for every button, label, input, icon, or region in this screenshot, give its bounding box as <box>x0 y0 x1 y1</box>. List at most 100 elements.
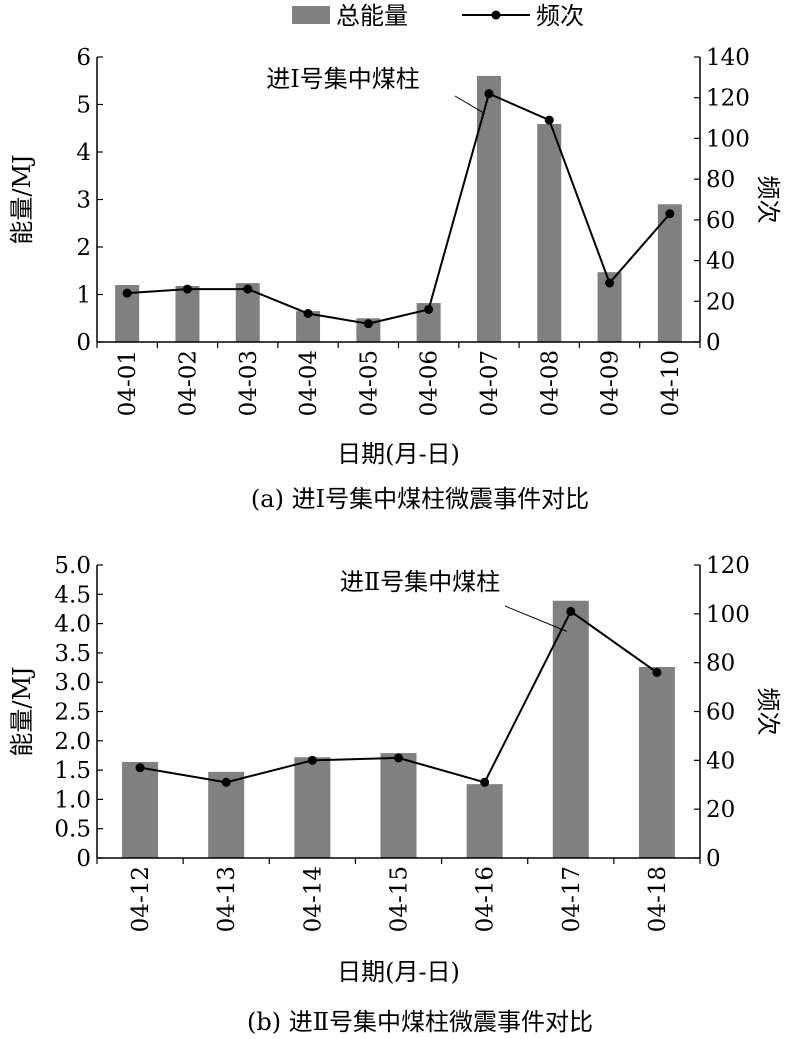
legend-line-marker <box>491 10 501 20</box>
annotation-leader <box>504 605 567 632</box>
bar-04-10 <box>657 204 682 342</box>
bar-04-15 <box>380 753 417 858</box>
x-tick-label: 04-15 <box>387 866 413 932</box>
x-tick-label: 04-01 <box>115 350 141 416</box>
y-tick-label-left: 0.5 <box>54 817 91 843</box>
y-tick-label-right: 140 <box>706 45 750 71</box>
y-tick-label-right: 0 <box>706 846 721 872</box>
y-tick-label-left: 6 <box>76 45 91 71</box>
y-tick-label-right: 40 <box>706 748 735 774</box>
y-tick-label-left: 4 <box>76 140 91 166</box>
y-tick-label-right: 100 <box>706 126 750 152</box>
y-tick-label-right: 20 <box>706 797 735 823</box>
legend-line-label: 频次 <box>536 2 584 30</box>
y-axis-title-right: 频次 <box>754 688 782 736</box>
bar-04-18 <box>638 666 675 858</box>
bar-04-14 <box>294 757 331 858</box>
chart-caption: (a) 进Ⅰ号集中煤柱微震事件对比 <box>251 485 589 513</box>
y-tick-label-right: 40 <box>706 249 735 275</box>
y-tick-label-right: 120 <box>706 553 750 579</box>
annotation-label: 进Ⅰ号集中煤柱 <box>266 65 419 93</box>
y-tick-label-right: 80 <box>706 651 735 677</box>
y-tick-label-left: 0 <box>76 330 91 356</box>
y-tick-label-left: 4.0 <box>54 612 91 638</box>
x-tick-label: 04-18 <box>645 866 671 932</box>
y-tick-label-left: 1 <box>76 283 91 309</box>
x-tick-label: 04-09 <box>598 350 624 416</box>
bar-04-16 <box>466 784 503 858</box>
frequency-line <box>127 92 671 325</box>
x-tick-label: 04-17 <box>559 866 585 932</box>
x-tick-label: 04-10 <box>658 350 684 416</box>
frequency-point-04-06 <box>424 304 434 314</box>
y-tick-label-left: 2.5 <box>54 700 91 726</box>
x-tick-label: 04-07 <box>477 350 503 416</box>
frequency-point-04-02 <box>182 284 192 294</box>
bar-04-01 <box>115 285 140 342</box>
frequency-point-04-05 <box>363 319 373 329</box>
annotation-leader <box>454 95 486 115</box>
x-tick-label: 04-04 <box>296 350 322 416</box>
bar-04-02 <box>175 285 200 342</box>
frequency-point-04-04 <box>303 309 313 318</box>
y-axis-title-left: 能量/MJ <box>8 666 36 756</box>
x-axis-title: 日期(月-日) <box>337 958 460 986</box>
y-tick-label-right: 100 <box>706 602 750 628</box>
y-tick-label-left: 4.5 <box>54 582 91 608</box>
frequency-point-04-17 <box>566 606 576 616</box>
frequency-point-04-15 <box>394 753 403 763</box>
y-tick-label-right: 0 <box>706 330 721 356</box>
x-tick-label: 04-16 <box>473 866 499 932</box>
x-tick-label: 04-02 <box>175 350 201 416</box>
y-tick-label-left: 2 <box>76 235 91 261</box>
frequency-point-04-18 <box>652 667 662 677</box>
y-tick-label-left: 5 <box>76 93 91 119</box>
x-tick-label: 04-13 <box>214 866 240 932</box>
bar-04-08 <box>537 123 562 342</box>
chart-b: 0 0.5 1.0 1.5 2.0 2.5 3.0 3.5 4.0 4.5 5.0 0 20 40 60 80… <box>8 553 782 1036</box>
y-tick-label-right: 80 <box>706 167 735 193</box>
y-tick-label-left: 2.0 <box>54 729 91 755</box>
bar-04-17 <box>552 600 589 858</box>
frequency-point-04-10 <box>665 209 675 219</box>
bar-04-07 <box>476 76 501 342</box>
y-axis-title-left: 能量/MJ <box>8 154 36 244</box>
y-tick-label-right: 20 <box>706 289 735 315</box>
bar-04-12 <box>122 761 159 858</box>
x-tick-label: 04-12 <box>128 866 154 932</box>
y-tick-label-left: 3.0 <box>54 670 91 696</box>
legend-bar-swatch <box>292 6 330 24</box>
frequency-point-04-03 <box>243 284 253 294</box>
frequency-point-04-16 <box>480 777 490 787</box>
bar-04-05 <box>356 318 381 342</box>
annotation-label: 进Ⅱ号集中煤柱 <box>340 568 500 596</box>
y-axis-title-right: 频次 <box>754 176 782 224</box>
x-tick-label: 04-06 <box>417 350 443 416</box>
frequency-point-04-01 <box>122 288 132 298</box>
x-axis-title: 日期(月-日) <box>337 440 460 468</box>
y-tick-label-left: 0 <box>76 846 91 872</box>
y-tick-label-left: 3.5 <box>54 641 91 667</box>
frequency-point-04-07 <box>484 89 494 99</box>
y-tick-label-right: 60 <box>706 208 735 234</box>
x-tick-label: 04-14 <box>300 866 326 932</box>
x-tick-label: 04-03 <box>236 350 262 416</box>
x-tick-label: 04-08 <box>537 350 563 416</box>
legend-bar-label: 总能量 <box>336 2 408 30</box>
y-tick-label-right: 120 <box>706 86 750 112</box>
y-tick-label-left: 3 <box>76 188 91 214</box>
frequency-point-04-13 <box>221 777 231 787</box>
frequency-point-04-09 <box>605 278 615 288</box>
x-tick-label: 04-05 <box>356 350 382 416</box>
legend: 总能量 频次 <box>292 2 584 30</box>
y-tick-label-left: 1.0 <box>54 787 91 813</box>
y-tick-label-right: 60 <box>706 700 735 726</box>
y-tick-label-left: 5.0 <box>54 553 91 579</box>
chart-caption: (b) 进Ⅱ号集中煤柱微震事件对比 <box>247 1008 593 1036</box>
y-tick-label-left: 1.5 <box>54 758 91 784</box>
frequency-point-04-14 <box>307 755 317 765</box>
frequency-point-04-12 <box>135 763 145 773</box>
frequency-point-04-08 <box>544 115 554 125</box>
